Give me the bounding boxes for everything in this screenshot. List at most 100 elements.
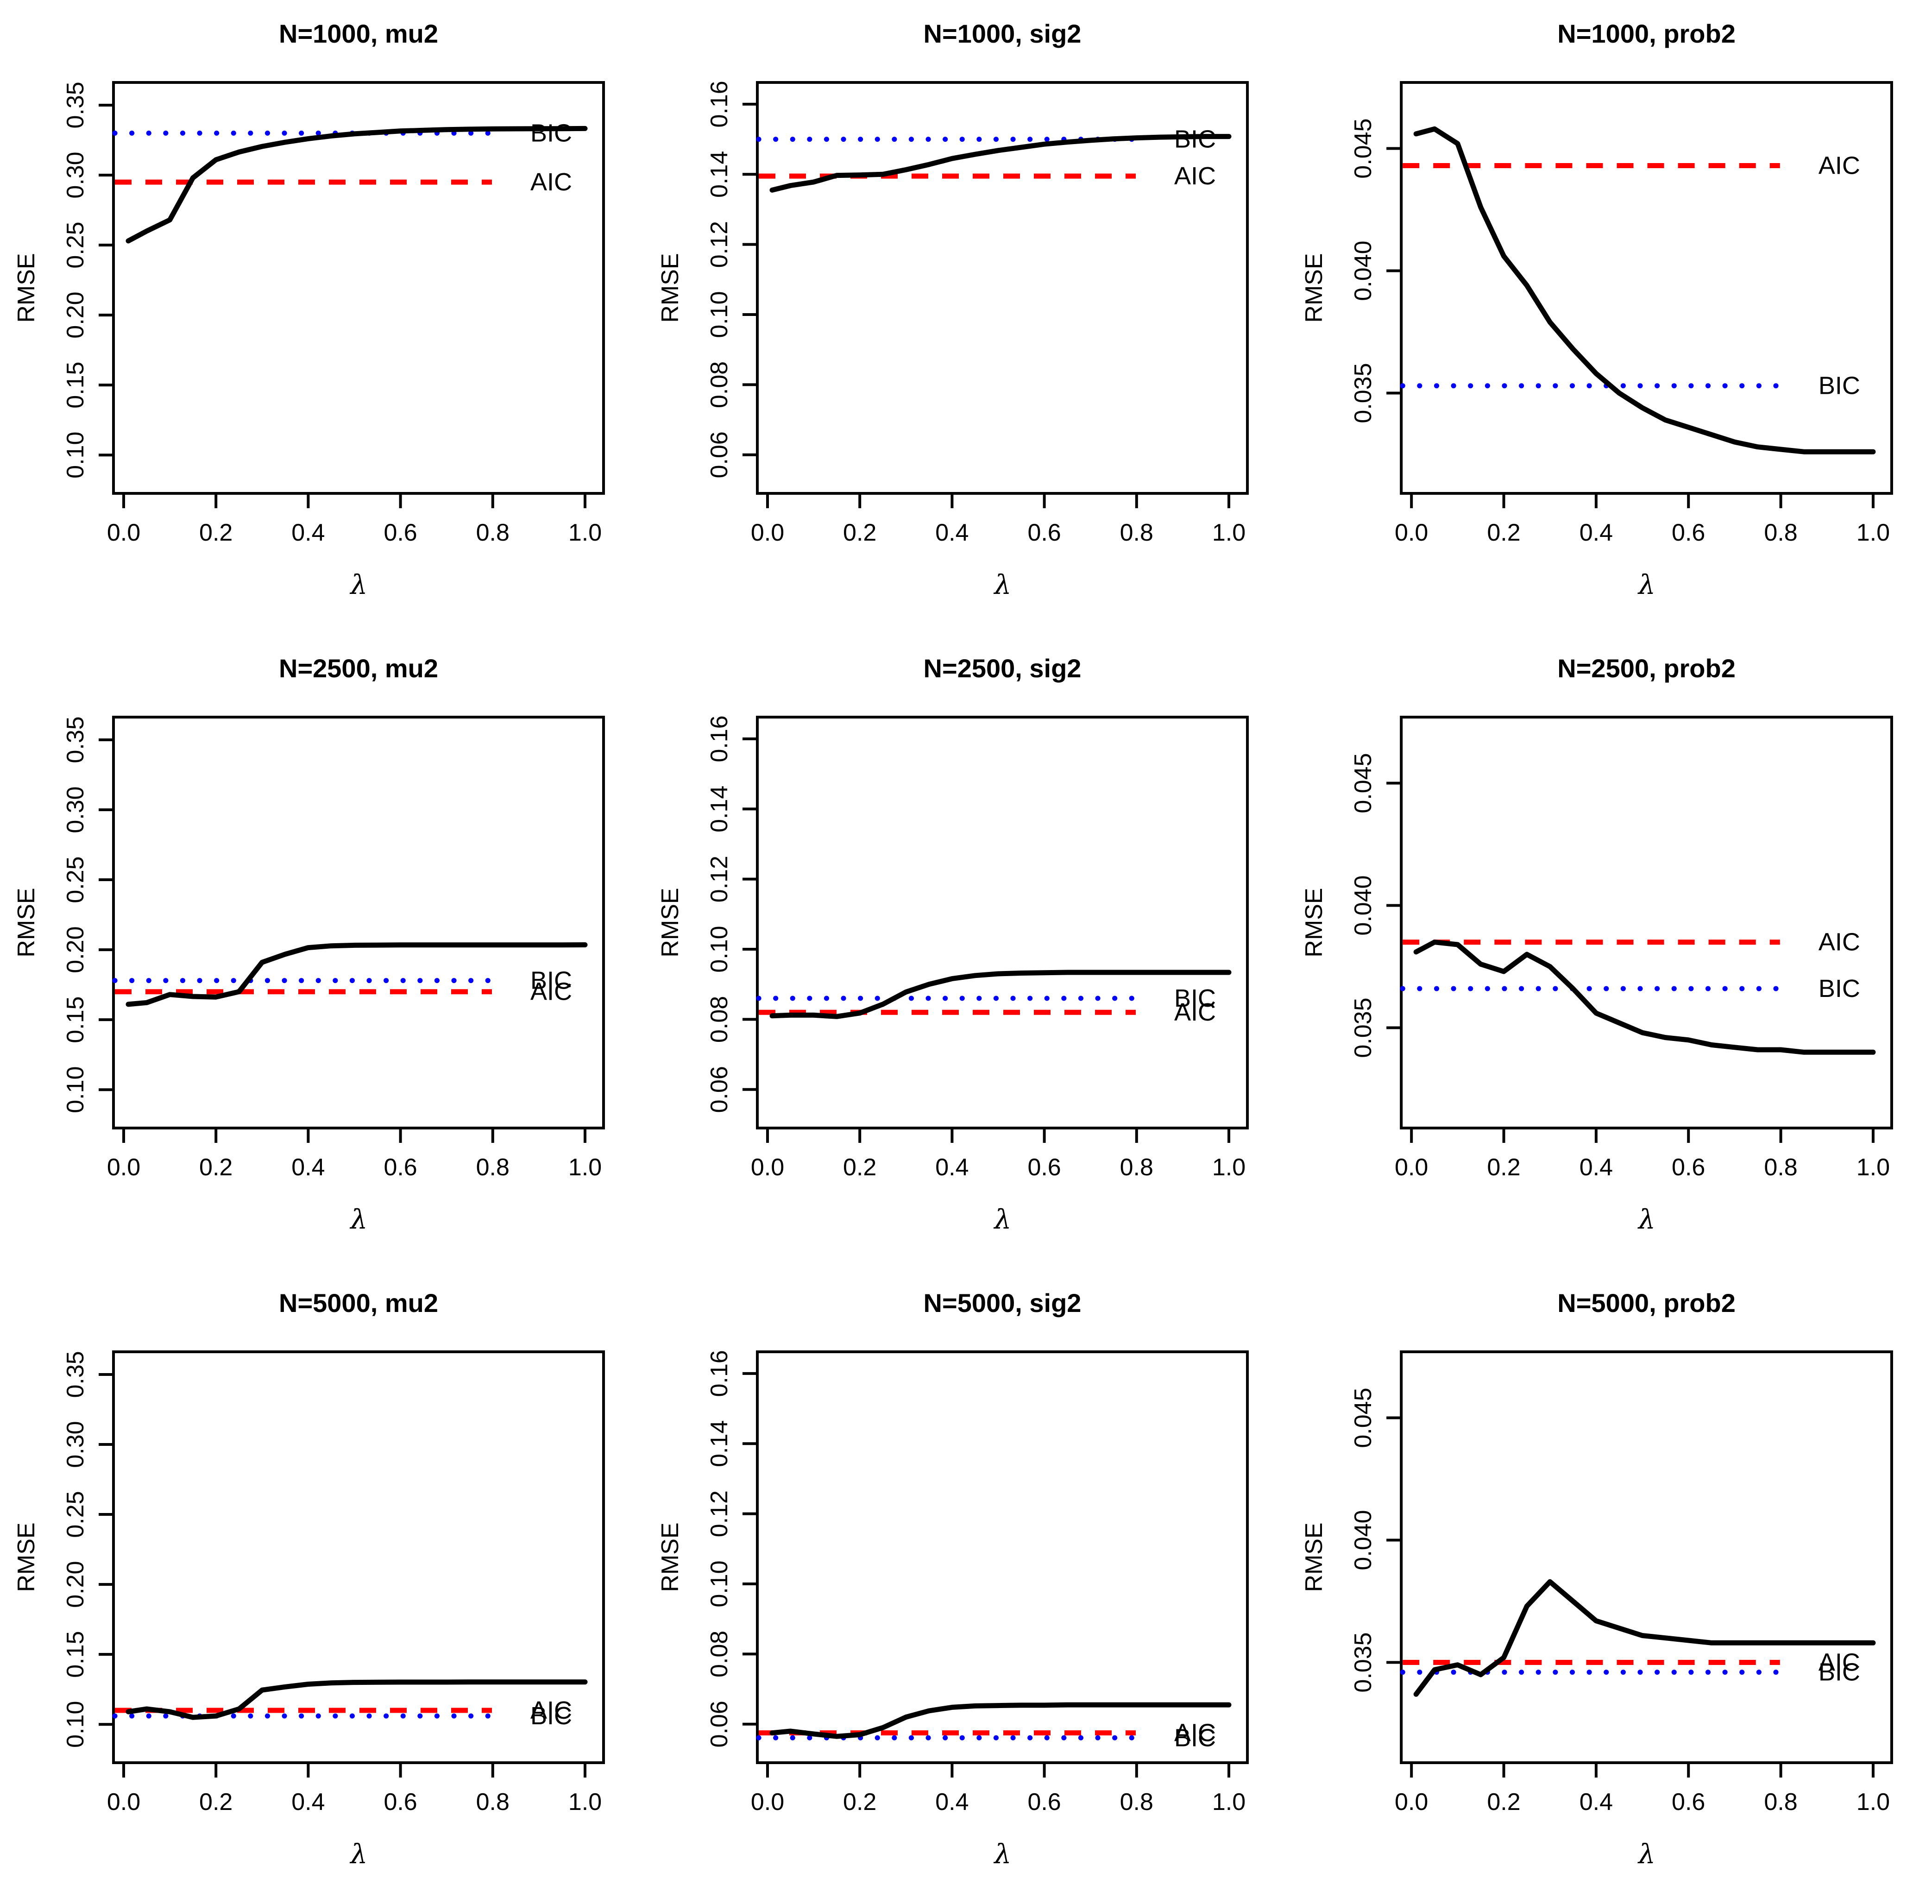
y-tick-label: 0.12 <box>706 221 733 268</box>
x-tick-label: 0.8 <box>1764 1154 1797 1181</box>
x-tick-label: 0.4 <box>1580 1789 1613 1816</box>
y-tick-label: 0.20 <box>62 292 89 339</box>
panel-n5000-sig2: N=5000, sig2 0.0 0.2 0.4 0.6 0.8 1.0 0.06 0.08 0.… <box>644 1269 1288 1904</box>
y-tick-label: 0.35 <box>62 716 89 763</box>
y-tick-label: 0.12 <box>706 856 733 902</box>
x-tick-label: 0.2 <box>1487 519 1520 546</box>
x-tick-label: 0.6 <box>1027 1789 1061 1816</box>
bic-label: BIC <box>1174 984 1216 1012</box>
x-tick-label: 0.4 <box>935 519 969 546</box>
plot-n2500-prob2: N=2500, prob2 0.0 0.2 0.4 0.6 0.8 1.0 0.035 0.04… <box>1301 654 1893 1235</box>
aic-label: AIC <box>1819 152 1860 180</box>
x-tick-label: 0.4 <box>1580 1154 1613 1181</box>
x-tick-label: 0.8 <box>1764 1789 1797 1816</box>
panel-title: N=1000, mu2 <box>279 19 438 48</box>
x-tick-label: 0.6 <box>1027 1154 1061 1181</box>
x-tick-label: 0.0 <box>1395 1154 1428 1181</box>
bic-label: BIC <box>1174 1724 1216 1752</box>
x-tick-label: 0.4 <box>935 1154 969 1181</box>
x-tick-label: 0.4 <box>291 1789 325 1816</box>
panel-n2500-mu2: N=2500, mu2 0.0 0.2 0.4 0.6 0.8 1.0 0.10 0.15 0.2… <box>0 635 644 1269</box>
x-tick-label: 0.8 <box>476 519 510 546</box>
y-tick-label: 0.08 <box>706 1631 733 1677</box>
y-tick-label: 0.30 <box>62 151 89 198</box>
panel-title: N=5000, mu2 <box>279 1288 438 1318</box>
y-tick-label: 0.15 <box>62 362 89 409</box>
y-tick-label: 0.045 <box>1350 119 1377 179</box>
y-axis-label: RMSE <box>657 888 684 957</box>
x-tick-label: 0.4 <box>291 519 325 546</box>
panel-title: N=5000, sig2 <box>924 1288 1082 1318</box>
x-tick-label: 0.4 <box>291 1154 325 1181</box>
x-tick-label: 1.0 <box>1856 1154 1890 1181</box>
plot-box <box>112 1350 605 1764</box>
panel-n5000-mu2: N=5000, mu2 0.0 0.2 0.4 0.6 0.8 1.0 0.10 0.15 0.2… <box>0 1269 644 1904</box>
x-tick-label: 0.6 <box>1672 1789 1705 1816</box>
aic-label: AIC <box>1819 928 1860 956</box>
x-tick-label: 0.8 <box>1120 1154 1153 1181</box>
x-tick-label: 0.6 <box>384 519 417 546</box>
y-tick-label: 0.20 <box>62 1561 89 1608</box>
y-tick-label: 0.045 <box>1350 753 1377 813</box>
y-tick-label: 0.14 <box>706 1420 733 1467</box>
rmse-curve <box>769 134 1232 193</box>
x-axis-label: λ <box>994 1204 1012 1235</box>
plot-box <box>756 1350 1249 1764</box>
panel-n5000-prob2: N=5000, prob2 0.0 0.2 0.4 0.6 0.8 1.0 0.035 0.04… <box>1288 1269 1932 1904</box>
rmse-curve <box>1413 126 1876 454</box>
x-tick-label: 1.0 <box>568 1789 602 1816</box>
y-tick-label: 0.040 <box>1350 240 1377 301</box>
plot-box <box>1400 716 1893 1129</box>
bic-label: BIC <box>1819 975 1860 1002</box>
x-tick-label: 0.6 <box>1027 519 1061 546</box>
x-tick-label: 0.6 <box>384 1789 417 1816</box>
aic-label: AIC <box>530 168 572 196</box>
x-tick-label: 0.8 <box>1120 1789 1153 1816</box>
panel-n1000-mu2: N=1000, mu2 0.0 0.2 0.4 0.6 0.8 1.0 0.10 0.15 0.2… <box>0 0 644 635</box>
y-tick-label: 0.08 <box>706 361 733 408</box>
x-tick-label: 1.0 <box>1212 1789 1246 1816</box>
rmse-curve <box>769 1702 1232 1739</box>
rmse-curve <box>126 942 588 1007</box>
y-tick-label: 0.06 <box>706 1066 733 1113</box>
x-tick-label: 0.8 <box>1764 519 1797 546</box>
y-tick-label: 0.035 <box>1350 1632 1377 1692</box>
x-tick-label: 0.2 <box>843 1154 876 1181</box>
rmse-curve <box>126 126 588 244</box>
x-tick-label: 0.2 <box>199 1789 233 1816</box>
y-tick-label: 0.20 <box>62 927 89 973</box>
panel-title: N=2500, mu2 <box>279 654 438 683</box>
y-axis-label: RMSE <box>657 1522 684 1592</box>
aic-label: AIC <box>530 1696 572 1724</box>
panel-title: N=1000, sig2 <box>924 19 1082 48</box>
plot-box <box>1400 81 1893 495</box>
x-tick-label: 0.0 <box>1395 519 1428 546</box>
panel-title: N=1000, prob2 <box>1557 19 1736 48</box>
y-tick-label: 0.15 <box>62 1631 89 1678</box>
x-tick-label: 0.8 <box>476 1154 510 1181</box>
bic-label: BIC <box>530 967 572 995</box>
y-tick-label: 0.15 <box>62 996 89 1043</box>
y-tick-label: 0.25 <box>62 856 89 903</box>
y-tick-label: 0.14 <box>706 151 733 198</box>
y-tick-label: 0.040 <box>1350 1510 1377 1570</box>
x-axis-label: λ <box>350 1204 368 1235</box>
x-tick-label: 0.0 <box>107 1789 140 1816</box>
y-tick-label: 0.06 <box>706 1701 733 1747</box>
x-axis-label: λ <box>994 1838 1012 1870</box>
y-tick-label: 0.35 <box>62 82 89 128</box>
aic-label: AIC <box>1174 1719 1216 1747</box>
y-tick-label: 0.16 <box>706 1350 733 1397</box>
x-tick-label: 0.0 <box>751 1789 784 1816</box>
bic-label: BIC <box>530 1702 572 1730</box>
y-tick-label: 0.10 <box>62 1066 89 1113</box>
x-axis-label: λ <box>350 569 368 600</box>
x-tick-label: 0.6 <box>1672 519 1705 546</box>
aic-label: AIC <box>1174 998 1216 1026</box>
y-tick-label: 0.035 <box>1350 363 1377 423</box>
aic-label: AIC <box>1819 1649 1860 1677</box>
rmse-curve <box>126 1679 588 1720</box>
rmse-curve <box>1413 1579 1876 1697</box>
x-tick-label: 0.2 <box>1487 1154 1520 1181</box>
